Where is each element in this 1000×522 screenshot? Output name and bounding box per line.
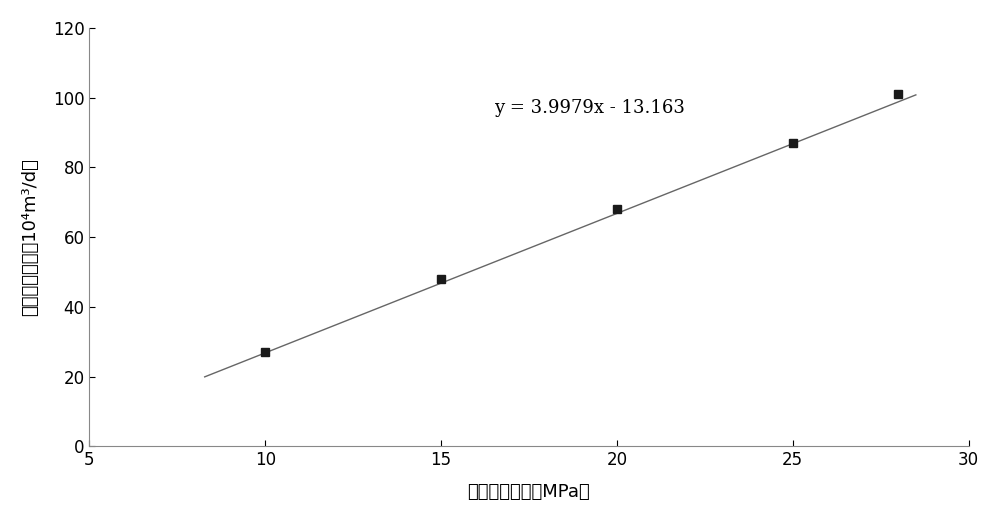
X-axis label: 平均地层压力（MPa）: 平均地层压力（MPa）: [468, 483, 590, 501]
Y-axis label: 最大日产气量（10⁴m³/d）: 最大日产气量（10⁴m³/d）: [21, 158, 39, 316]
Text: y = 3.9979x - 13.163: y = 3.9979x - 13.163: [494, 99, 685, 117]
